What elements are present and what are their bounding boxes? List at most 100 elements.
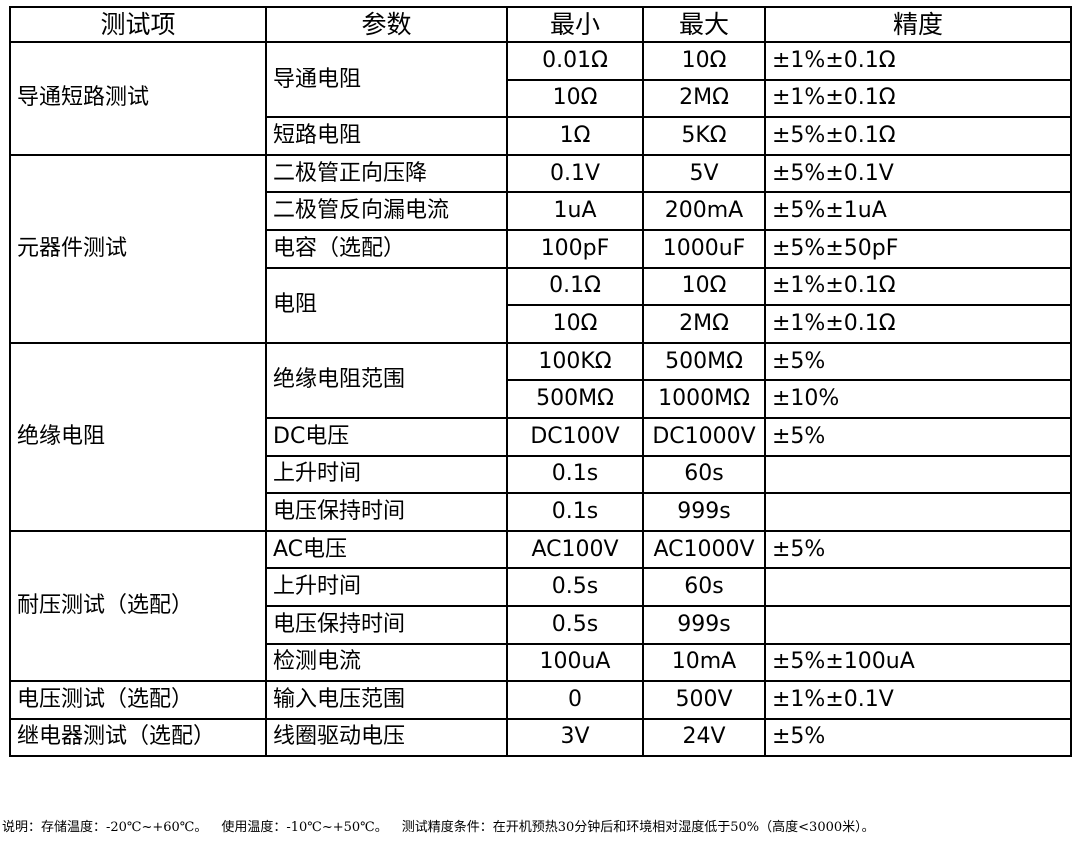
table-row: 10Ω 2MΩ ±1%±0.1Ω xyxy=(10,78,1072,119)
min-cell: 10Ω xyxy=(506,78,644,119)
table-row: DC电压 DC100V DC1000V ±5% xyxy=(10,416,1072,457)
min-cell: 500MΩ xyxy=(506,379,644,419)
table-row: 绝缘电阻 绝缘电阻范围 100KΩ 500MΩ ±5% xyxy=(9,341,1072,532)
note-text: 使用温度：-10℃~+50℃。 xyxy=(221,820,388,835)
min-cell: 0.5s xyxy=(506,604,644,645)
table-row: 10Ω 2MΩ ±1%±0.1Ω xyxy=(10,304,1072,344)
param-cell: 电容（选配） xyxy=(265,228,508,269)
table-row: 电压测试（选配） 输入电压范围 0 500V ±1%±0.1V xyxy=(9,680,1072,720)
table-row: 耐压测试（选配） AC电压 AC100V AC1000V ±5% xyxy=(9,529,1072,683)
table-row: 继电器测试（选配） 线圈驱动电压 3V 24V ±5% xyxy=(9,717,1072,758)
accuracy-cell: ±5%±0.1V xyxy=(764,153,1072,194)
table-row: 元器件测试 二极管正向压降 0.1V 5V ±5%±0.1V xyxy=(9,153,1072,344)
header-cell: 测试项 xyxy=(9,6,267,43)
accuracy-cell: ±1%±0.1V xyxy=(764,680,1072,720)
header-cell: 参数 xyxy=(265,6,508,43)
max-cell: 60s xyxy=(642,567,766,607)
accuracy-cell: ±5% xyxy=(764,717,1072,758)
item-cell: 电压测试（选配） xyxy=(9,680,267,720)
accuracy-cell: ±5% xyxy=(764,341,1072,382)
param-cell: 电压保持时间 xyxy=(265,604,508,645)
max-cell: DC1000V xyxy=(642,416,766,457)
table-row: 电阻 0.1Ω 10Ω ±1%±0.1Ω xyxy=(10,266,1072,344)
min-cell: 100uA xyxy=(506,642,644,683)
max-cell: 10mA xyxy=(642,642,766,683)
table-row: 短路电阻 1Ω 5KΩ ±5%±0.1Ω xyxy=(10,116,1072,156)
max-cell: 500V xyxy=(642,680,766,720)
item-cell: 元器件测试 xyxy=(9,153,267,344)
max-cell: 999s xyxy=(642,492,766,532)
min-cell: 0.01Ω xyxy=(506,41,644,81)
max-cell: 2MΩ xyxy=(642,304,766,344)
param-cell: 电阻 xyxy=(265,266,508,344)
table-row: 检测电流 100uA 10mA ±5%±100uA xyxy=(10,642,1072,683)
notes: 说明：存储温度：-20℃~+60℃。 使用温度：-10℃~+50℃。 测试精度条件：… xyxy=(2,816,889,835)
accuracy-cell xyxy=(764,604,1072,645)
min-cell: AC100V xyxy=(506,529,644,570)
accuracy-cell: ±5%±1uA xyxy=(764,191,1072,231)
min-cell: 100pF xyxy=(506,228,644,269)
max-cell: 10Ω xyxy=(642,266,766,307)
spec-table: 测试项 参数 最小 最大 精度 导通短路测试 导通电阻 0.01Ω 10Ω ±1%±0.1Ω 10Ω… xyxy=(9,6,1072,758)
max-cell: 999s xyxy=(642,604,766,645)
param-cell: 上升时间 xyxy=(265,454,508,495)
param-cell: DC电压 xyxy=(265,416,508,457)
param-cell: 二极管反向漏电流 xyxy=(265,191,508,231)
table-row: 二极管反向漏电流 1uA 200mA ±5%±1uA xyxy=(10,191,1072,231)
item-cell: 继电器测试（选配） xyxy=(9,717,267,758)
accuracy-cell xyxy=(764,454,1072,495)
max-cell: 5KΩ xyxy=(642,116,766,156)
min-cell: 0.1s xyxy=(506,492,644,532)
accuracy-cell: ±5%±50pF xyxy=(764,228,1072,269)
header-cell: 最小 xyxy=(506,6,644,43)
min-cell: 0 xyxy=(506,680,644,720)
min-cell: 3V xyxy=(506,717,644,758)
param-cell: 绝缘电阻范围 xyxy=(265,341,508,419)
accuracy-cell: ±1%±0.1Ω xyxy=(764,304,1072,344)
param-cell: 上升时间 xyxy=(265,567,508,607)
table-row: 电压保持时间 0.5s 999s xyxy=(10,604,1072,645)
min-cell: 0.5s xyxy=(506,567,644,607)
accuracy-cell: ±1%±0.1Ω xyxy=(764,41,1072,81)
item-cell: 导通短路测试 xyxy=(9,41,267,156)
accuracy-cell: ±5% xyxy=(764,529,1072,570)
min-cell: DC100V xyxy=(506,416,644,457)
item-cell: 耐压测试（选配） xyxy=(9,529,267,683)
param-cell: 导通电阻 xyxy=(265,40,508,119)
max-cell: 60s xyxy=(642,454,766,495)
max-cell: 500MΩ xyxy=(642,341,766,382)
max-cell: 24V xyxy=(642,717,766,758)
min-cell: 10Ω xyxy=(506,304,644,344)
note-text: 说明：存储温度：-20℃~+60℃。 xyxy=(2,820,208,835)
accuracy-cell xyxy=(764,567,1072,607)
accuracy-cell: ±1%±0.1Ω xyxy=(764,266,1072,307)
max-cell: 5V xyxy=(642,153,766,194)
min-cell: 1uA xyxy=(506,191,644,231)
header-cell: 精度 xyxy=(764,6,1072,43)
accuracy-cell: ±1%±0.1Ω xyxy=(764,78,1072,119)
param-cell: 输入电压范围 xyxy=(265,680,508,720)
note-text: 测试精度条件：在开机预热30分钟后和环境相对湿度低于50%（高度<3000米）。 xyxy=(401,820,875,835)
param-cell: 电压保持时间 xyxy=(265,492,508,532)
param-cell: AC电压 xyxy=(265,529,508,570)
table-row: 上升时间 0.5s 60s xyxy=(10,567,1072,607)
max-cell: 1000MΩ xyxy=(642,379,766,419)
max-cell: 1000uF xyxy=(642,228,766,269)
param-cell: 检测电流 xyxy=(265,642,508,683)
max-cell: 200mA xyxy=(642,191,766,231)
accuracy-cell xyxy=(764,492,1072,532)
min-cell: 1Ω xyxy=(506,116,644,156)
accuracy-cell: ±5%±100uA xyxy=(764,642,1072,683)
min-cell: 0.1Ω xyxy=(506,266,644,307)
param-cell: 线圈驱动电压 xyxy=(265,717,508,758)
item-cell: 绝缘电阻 xyxy=(9,341,267,532)
table-row: 上升时间 0.1s 60s xyxy=(10,454,1072,495)
param-cell: 短路电阻 xyxy=(265,116,508,156)
max-cell: AC1000V xyxy=(642,529,766,570)
header-row: 测试项 参数 最小 最大 精度 xyxy=(9,6,1072,43)
accuracy-cell: ±5%±0.1Ω xyxy=(764,116,1072,156)
min-cell: 100KΩ xyxy=(506,341,644,382)
accuracy-cell: ±10% xyxy=(764,379,1072,419)
table-row: 500MΩ 1000MΩ ±10% xyxy=(10,379,1072,419)
